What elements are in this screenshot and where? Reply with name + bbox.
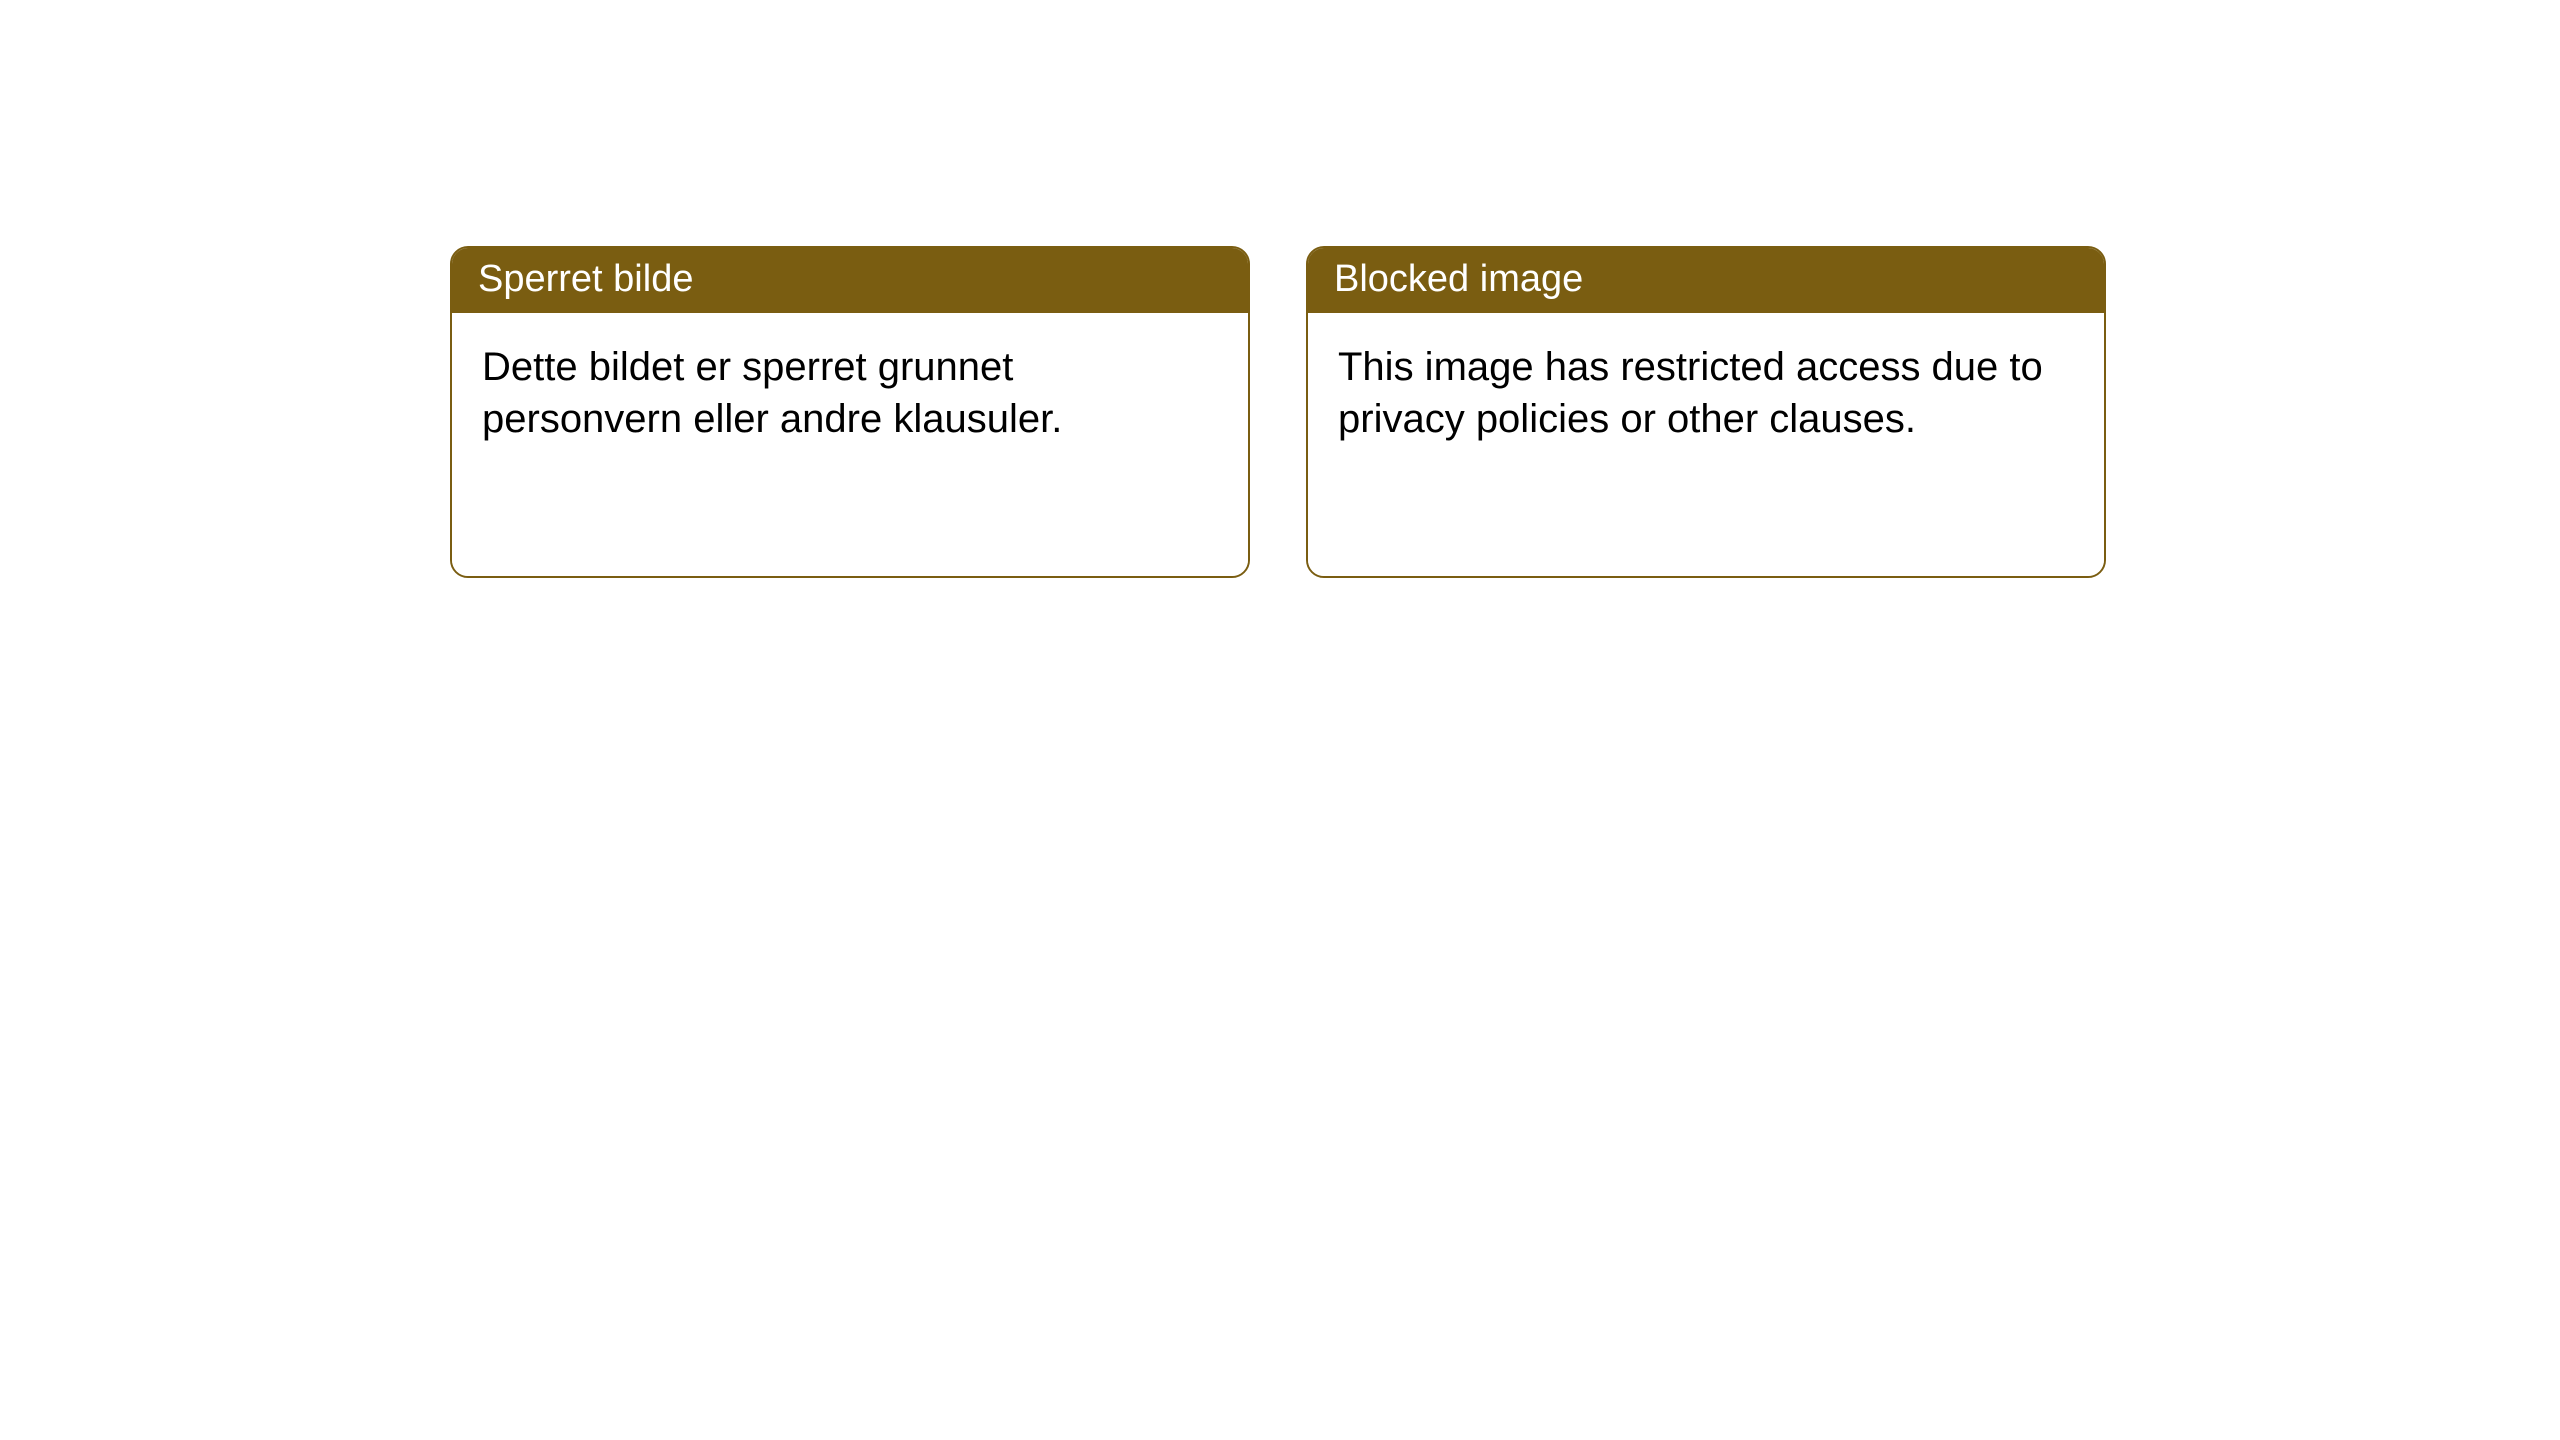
notice-cards-container: Sperret bilde Dette bildet er sperret gr… bbox=[450, 246, 2106, 578]
notice-card-title: Blocked image bbox=[1308, 248, 2104, 313]
notice-card-english: Blocked image This image has restricted … bbox=[1306, 246, 2106, 578]
notice-card-body: Dette bildet er sperret grunnet personve… bbox=[452, 313, 1248, 576]
notice-card-title: Sperret bilde bbox=[452, 248, 1248, 313]
notice-card-norwegian: Sperret bilde Dette bildet er sperret gr… bbox=[450, 246, 1250, 578]
notice-card-body: This image has restricted access due to … bbox=[1308, 313, 2104, 576]
